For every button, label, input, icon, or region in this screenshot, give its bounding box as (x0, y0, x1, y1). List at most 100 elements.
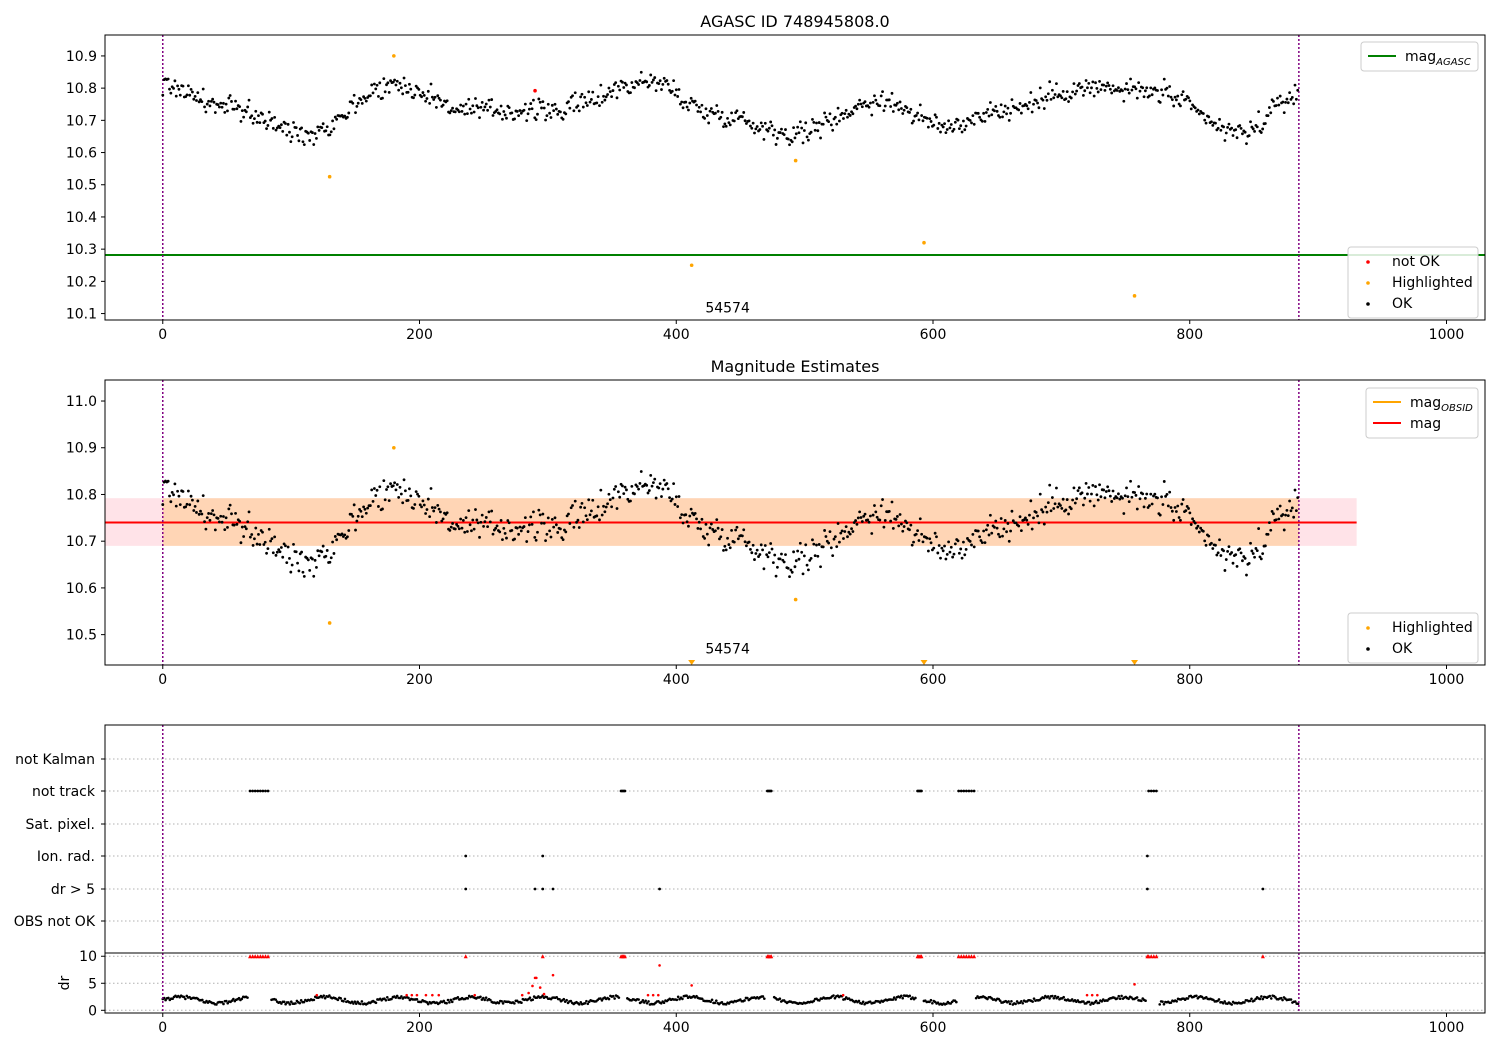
ok-point (588, 100, 592, 104)
ok-point (941, 125, 945, 129)
dr-point (220, 1000, 224, 1004)
ok-point (788, 575, 791, 579)
dr-not-ok-point (315, 993, 319, 997)
ok-point (1216, 126, 1220, 130)
ok-point (398, 485, 402, 489)
ok-point (354, 528, 357, 532)
ok-point (723, 544, 727, 548)
ok-point (364, 511, 368, 515)
ok-point (1253, 130, 1256, 133)
ok-point (999, 103, 1003, 107)
ok-point (387, 90, 391, 94)
ok-point (523, 102, 527, 106)
dr-point (1010, 999, 1013, 1003)
ok-point (926, 125, 930, 129)
flag-point (258, 789, 262, 793)
flag-point (972, 789, 976, 793)
dr-not-ok-point (538, 986, 542, 989)
dr-point (720, 1001, 724, 1004)
ok-point (445, 99, 449, 103)
ok-point (169, 500, 173, 504)
highlighted-point (1132, 294, 1137, 298)
ok-point (1238, 547, 1242, 551)
ok-point (590, 98, 593, 101)
y-tick-label: 10.9 (66, 49, 97, 65)
ok-point (1197, 112, 1201, 116)
ok-point (819, 136, 822, 140)
dr-not-ok-point (424, 993, 428, 997)
ok-point (604, 95, 608, 99)
ok-point (482, 525, 485, 528)
ok-point (571, 94, 574, 98)
dr-point (715, 999, 718, 1002)
ok-point (1090, 492, 1093, 496)
ok-point (1014, 521, 1018, 525)
ok-point (576, 104, 580, 108)
ok-point (515, 526, 519, 530)
dr-point (483, 998, 487, 1002)
ok-point (1235, 565, 1239, 568)
ok-point (1184, 97, 1188, 101)
ok-point (422, 503, 426, 507)
ok-point (602, 504, 605, 508)
ok-point (553, 516, 557, 520)
dr-point (583, 1001, 587, 1005)
ok-point (457, 110, 461, 114)
dr-point (710, 998, 714, 1002)
ok-point (374, 494, 378, 497)
ok-point (244, 110, 248, 114)
ok-point (1118, 497, 1122, 501)
ok-point (681, 106, 685, 110)
ok-point (332, 552, 336, 555)
ok-point (227, 507, 231, 511)
ok-point (1281, 100, 1285, 104)
ok-point (201, 87, 205, 91)
flag-row-label: Ion. rad. (37, 849, 95, 865)
ok-point (170, 491, 174, 494)
ok-point (1072, 486, 1076, 490)
legend-label: OK (1392, 296, 1413, 312)
ok-point (1071, 90, 1074, 94)
dr-point (1195, 994, 1198, 998)
ok-point (490, 98, 494, 101)
flag-point (1261, 887, 1265, 891)
ok-point (234, 511, 237, 515)
ok-point (1162, 77, 1166, 81)
ok-point (745, 122, 748, 125)
ok-point (730, 111, 733, 115)
ok-point (219, 514, 223, 518)
ok-point (1009, 111, 1012, 115)
ok-point (895, 101, 899, 105)
ok-point (205, 102, 209, 106)
dr-point (184, 997, 187, 1001)
flag-point (623, 789, 627, 793)
ok-point (161, 503, 165, 506)
ok-point (528, 107, 531, 111)
ok-point (285, 561, 289, 565)
ok-point (652, 481, 655, 484)
ok-point (652, 78, 655, 82)
ok-point (687, 524, 690, 528)
ok-point (1199, 526, 1203, 530)
ok-point (297, 139, 301, 143)
ok-point (676, 95, 680, 98)
ok-point (579, 505, 583, 509)
ok-point (829, 546, 833, 550)
ok-point (552, 109, 556, 113)
dr-point (1158, 1003, 1162, 1006)
ok-point (1282, 528, 1286, 532)
ok-point (1188, 99, 1192, 103)
ok-point (397, 496, 401, 499)
ok-point (550, 518, 554, 521)
dr-point (1031, 1000, 1034, 1003)
ok-point (956, 118, 960, 122)
ok-point (952, 127, 956, 131)
ok-point (602, 94, 605, 98)
ok-point (568, 522, 572, 525)
ok-point (932, 123, 936, 127)
legend-box (1360, 41, 1479, 72)
ok-point (389, 482, 392, 486)
ok-point (1161, 503, 1165, 506)
below-range-marker (688, 660, 696, 665)
ok-point (1010, 509, 1014, 513)
